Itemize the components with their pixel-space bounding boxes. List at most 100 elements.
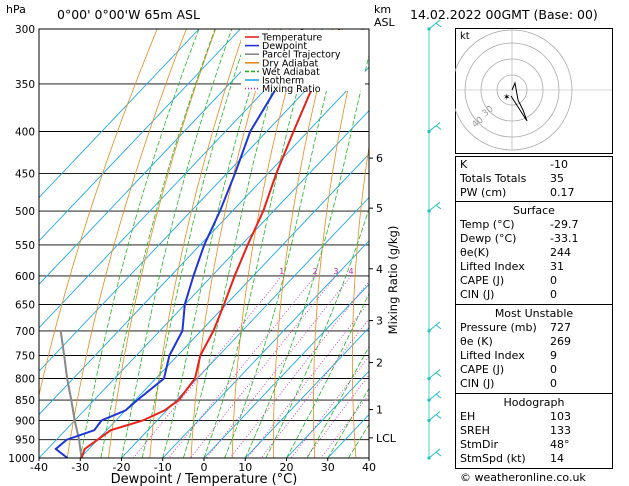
wind-barb-flag: [428, 390, 442, 401]
isotherm-line: [162, 240, 369, 458]
legend-label: Temperature: [261, 33, 322, 44]
km-tick-label: 6: [376, 152, 383, 165]
hodo-value: 48°: [550, 438, 570, 451]
pressure-tick-label: 750: [15, 350, 35, 362]
dry-adiabat-line: [352, 144, 369, 458]
hodograph-stats-box: Hodograph EH 103 SREH 133 StmDir 48° StmSpd…: [455, 393, 613, 469]
pressure-tick-label: 600: [15, 271, 35, 283]
dry-adiabat-line: [313, 29, 363, 458]
km-tick-label: 1: [376, 404, 383, 417]
mixing-ratio-line: [132, 275, 283, 458]
pressure-tick-label: 300: [15, 24, 35, 36]
unstable-row: CIN (J) 0: [460, 377, 608, 391]
x-tick-label: -30: [71, 461, 89, 474]
parcel-trajectory-line: [59, 330, 83, 458]
surface-title: Surface: [513, 204, 555, 217]
legend-background: [241, 30, 365, 91]
unstable-value: 727: [550, 321, 571, 334]
wet-adiabat-line: [162, 29, 270, 458]
mixing-ratio-label: 2: [313, 267, 318, 276]
wet-adiabat-line: [265, 207, 369, 458]
wet-adiabat-line: [327, 387, 369, 458]
legend-label: Parcel Trajectory: [262, 50, 341, 61]
dry-adiabat-line: [273, 29, 333, 458]
mixing-ratio-label: 20: [440, 267, 450, 276]
wet-adiabat-line: [224, 29, 343, 458]
surface-row: θe(K) 244: [460, 246, 608, 260]
unstable-key: CIN (J): [460, 377, 495, 390]
pressure-tick-label: 850: [15, 395, 35, 407]
hodo-row: StmSpd (kt) 14: [460, 452, 608, 466]
mixing-ratio-line: [190, 275, 337, 458]
wet-adiabat-line: [244, 53, 369, 458]
surface-row: CIN (J) 0: [460, 288, 608, 302]
wet-adiabat-line: [100, 29, 216, 458]
isotherm-line: [39, 109, 369, 458]
unstable-value: 269: [550, 335, 571, 348]
unstable-row: θe (K) 269: [460, 335, 608, 349]
dry-adiabat-line: [190, 29, 275, 458]
pressure-tick-label: 450: [15, 168, 35, 180]
surface-value: 31: [550, 260, 564, 273]
wet-adiabat-line: [141, 29, 250, 458]
x-tick-label: 20: [280, 461, 294, 474]
hodograph-kt-label: kt: [460, 31, 470, 42]
pressure-tick-label: 500: [15, 206, 35, 218]
index-row: PW (cm) 0.17: [460, 186, 608, 200]
asl-label: ASL: [374, 16, 395, 29]
surface-row: Temp (°C) -29.7: [460, 218, 608, 232]
surface-row: Lifted Index 31: [460, 260, 608, 274]
unstable-row: Lifted Index 9: [460, 349, 608, 363]
pressure-tick-label: 700: [15, 326, 35, 338]
wind-barb-flag: [428, 321, 442, 332]
surface-key: Dewp (°C): [460, 232, 517, 245]
surface-row: Dewp (°C) -33.1: [460, 232, 608, 246]
x-tick-label: -20: [113, 461, 131, 474]
wet-adiabat-line: [348, 423, 369, 458]
hodo-row: SREH 133: [460, 424, 608, 438]
dry-adiabat-line: [149, 29, 246, 458]
wet-adiabat-line: [368, 457, 369, 458]
hodo-row: StmDir 48°: [460, 438, 608, 452]
surface-key: Temp (°C): [460, 218, 515, 231]
legend-label: Isotherm: [262, 76, 304, 87]
km-label: km: [374, 3, 392, 16]
most-unstable-box: Most Unstable Pressure (mb) 727 θe (K) 269…: [455, 304, 613, 394]
mixing-ratio-line: [206, 275, 352, 458]
dewpoint-line: [54, 29, 304, 458]
hpa-label: hPa: [6, 3, 26, 16]
hodograph-trace: [510, 81, 528, 122]
mixing-ratio-label: 4: [349, 267, 354, 276]
surface-box: Surface Temp (°C) -29.7 Dewp (°C) -33.1 θe…: [455, 201, 613, 305]
unstable-value: 0: [550, 377, 557, 390]
hodo-key: EH: [460, 410, 476, 423]
location-title: 0°00' 0°00'W 65m ASL: [57, 7, 200, 22]
unstable-row: CAPE (J) 0: [460, 363, 608, 377]
credit-text[interactable]: © weatheronline.co.uk: [460, 471, 586, 484]
unstable-value: 9: [550, 349, 557, 362]
isotherm-line: [244, 327, 369, 458]
temperature-line: [80, 29, 341, 458]
surface-value: 0: [550, 274, 557, 287]
km-tick-label: 3: [376, 315, 383, 328]
hodo-row: EH 103: [460, 410, 608, 424]
isotherm-line: [79, 153, 369, 458]
surface-key: θe(K): [460, 246, 490, 259]
legend-label: Dewpoint: [262, 41, 307, 52]
x-tick-label: 0: [201, 461, 208, 474]
surface-value: -33.1: [550, 232, 579, 245]
index-row: Totals Totals 35: [460, 172, 608, 186]
pressure-tick-label: 800: [15, 373, 35, 385]
km-tick-label: 5: [376, 202, 383, 215]
pressure-tick-label: 1000: [8, 453, 35, 465]
isotherm-line: [203, 283, 369, 458]
index-value: 0.17: [550, 186, 575, 199]
wet-adiabat-line: [183, 29, 291, 458]
x-tick-label: -40: [30, 461, 48, 474]
most-unstable-title: Most Unstable: [494, 307, 574, 320]
wind-barb-flag: [428, 369, 442, 379]
dry-adiabat-line: [231, 29, 304, 458]
unstable-key: Pressure (mb): [460, 321, 537, 334]
unstable-key: Lifted Index: [460, 349, 525, 362]
wind-barb-flag: [428, 122, 442, 132]
